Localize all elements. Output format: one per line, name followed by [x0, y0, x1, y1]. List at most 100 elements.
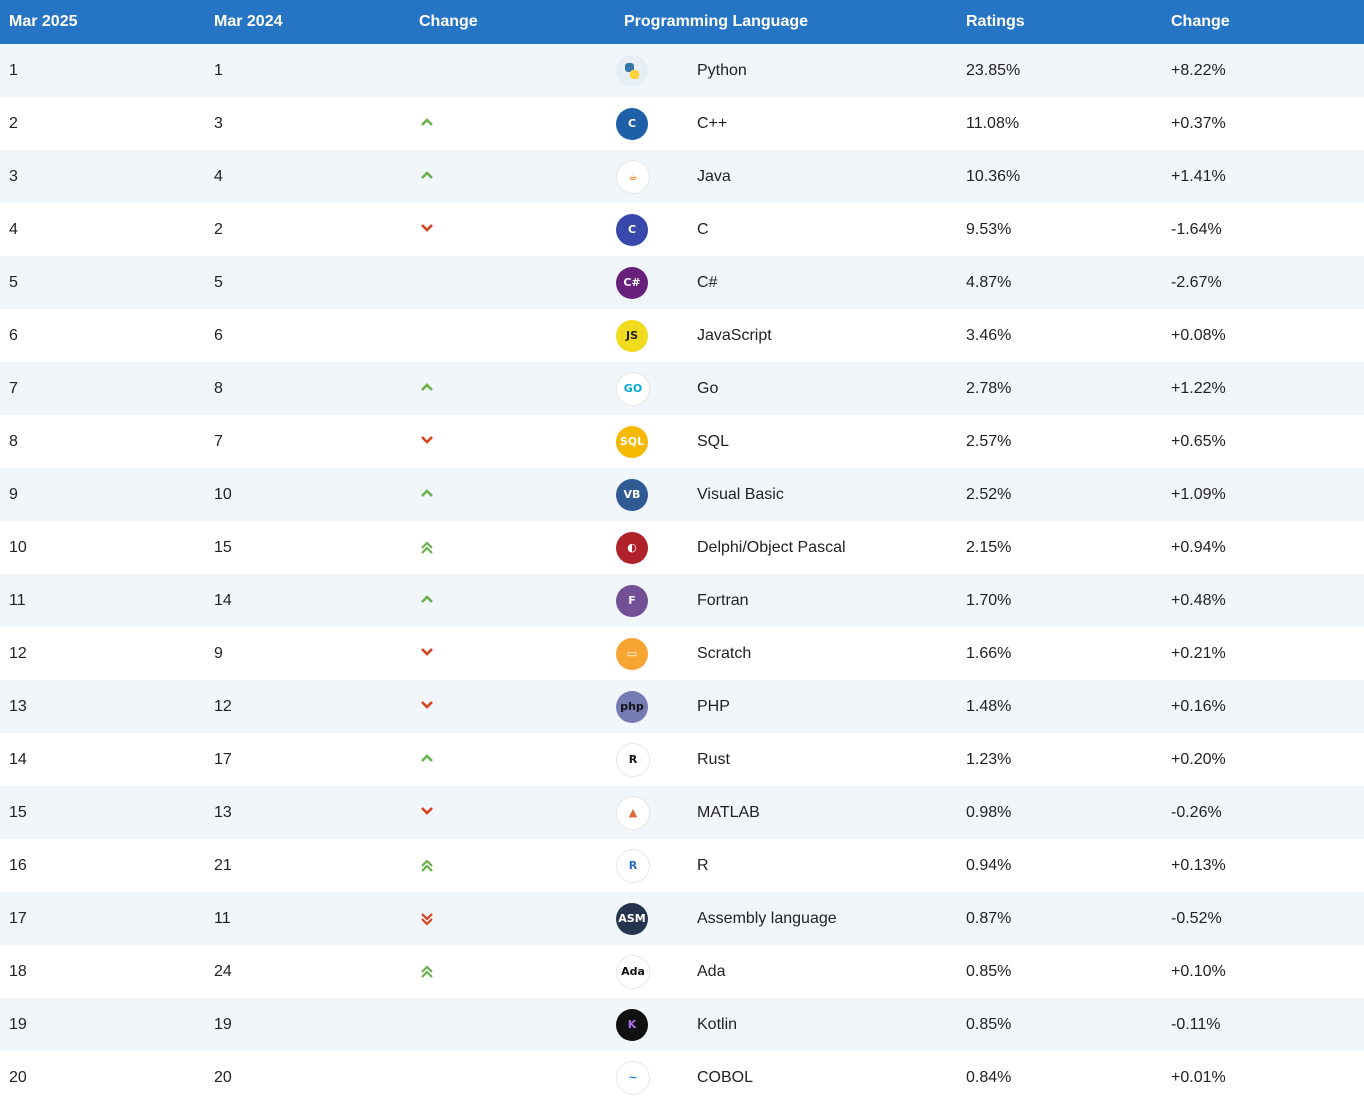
language-name[interactable]: SQL — [697, 432, 730, 450]
rank-2025: 17 — [9, 909, 27, 927]
rank-2024: 6 — [214, 326, 223, 344]
rating-value: 11.08% — [966, 114, 1020, 132]
language-name[interactable]: Python — [697, 61, 747, 79]
rank-2024: 4 — [214, 167, 223, 185]
language-name[interactable]: C++ — [697, 114, 728, 132]
rank-2025: 19 — [9, 1015, 27, 1033]
language-name[interactable]: Fortran — [697, 591, 749, 609]
col-header-ratings[interactable]: Ratings — [966, 13, 1025, 30]
rating-value: 3.46% — [966, 326, 1012, 344]
language-name[interactable]: C# — [697, 273, 718, 291]
rank-2025: 3 — [9, 167, 18, 185]
r-icon: R — [616, 848, 650, 883]
table-row: 4 2 C C 9.53% -1.64% — [0, 203, 1364, 256]
language-name[interactable]: JavaScript — [697, 326, 772, 344]
rank-change — [410, 468, 615, 521]
cpp-icon: C — [616, 107, 648, 140]
assembly-icon: ASM — [616, 902, 648, 935]
language-logo-cell: SQL — [615, 415, 697, 468]
table-row: 12 9 ▭ Scratch 1.66% +0.21% — [0, 627, 1364, 680]
rating-value: 9.53% — [966, 220, 1012, 238]
table-row: 6 6 JS JavaScript 3.46% +0.08% — [0, 309, 1364, 362]
rank-change — [410, 150, 615, 203]
rank-2025: 11 — [9, 591, 26, 609]
rank-change — [410, 733, 615, 786]
language-logo-cell: C# — [615, 256, 697, 309]
rating-value: 2.52% — [966, 485, 1012, 503]
rating-value: 2.57% — [966, 432, 1012, 450]
rank-2025: 6 — [9, 326, 18, 344]
rank-2025: 14 — [9, 750, 27, 768]
trend-double-down-icon — [420, 912, 436, 926]
table-body: 1 1 Python 23.85% +8.22% 2 3 C C++ 11.08% +0.37% 3 4… — [0, 44, 1364, 1104]
rank-2025: 1 — [9, 61, 18, 79]
rating-value: 0.84% — [966, 1068, 1012, 1086]
language-logo-cell: ▭ — [615, 627, 697, 680]
language-logo-cell: F — [615, 574, 697, 627]
rating-value: 0.85% — [966, 1015, 1012, 1033]
language-name[interactable]: MATLAB — [697, 803, 760, 821]
rank-2025: 20 — [9, 1068, 27, 1086]
rank-2025: 4 — [9, 220, 18, 238]
rank-2024: 14 — [214, 591, 232, 609]
language-name[interactable]: PHP — [697, 697, 730, 715]
table-row: 16 21 R R 0.94% +0.13% — [0, 839, 1364, 892]
rank-2024: 2 — [214, 220, 223, 238]
table-row: 17 11 ASM Assembly language 0.87% -0.52% — [0, 892, 1364, 945]
cobol-icon: ~ — [616, 1060, 650, 1095]
table-row: 20 20 ~ COBOL 0.84% +0.01% — [0, 1051, 1364, 1104]
col-header-change[interactable]: Change — [419, 13, 478, 30]
rating-value: 1.23% — [966, 750, 1012, 768]
rating-change: +0.37% — [1171, 114, 1226, 132]
trend-down-icon — [420, 647, 436, 661]
sql-icon: SQL — [616, 425, 648, 458]
table-row: 19 19 K Kotlin 0.85% -0.11% — [0, 998, 1364, 1051]
trend-up-icon — [420, 753, 436, 767]
language-logo-cell: C — [615, 97, 697, 150]
language-name[interactable]: COBOL — [697, 1068, 754, 1086]
python-icon — [616, 54, 648, 87]
language-logo-cell: ASM — [615, 892, 697, 945]
rating-change: +0.08% — [1171, 326, 1226, 344]
rank-change — [410, 415, 615, 468]
rank-2024: 1 — [214, 61, 223, 79]
trend-up-icon — [420, 117, 436, 131]
language-name[interactable]: Assembly language — [697, 909, 837, 927]
table-row: 18 24 Ada Ada 0.85% +0.10% — [0, 945, 1364, 998]
table-row: 2 3 C C++ 11.08% +0.37% — [0, 97, 1364, 150]
language-name[interactable]: Java — [697, 167, 731, 185]
rating-change: +0.13% — [1171, 856, 1226, 874]
language-name[interactable]: Delphi/Object Pascal — [697, 538, 846, 556]
language-name[interactable]: Ada — [697, 962, 726, 980]
language-name[interactable]: R — [697, 856, 709, 874]
col-header-mar2024[interactable]: Mar 2024 — [214, 13, 283, 30]
col-header-language[interactable]: Programming Language — [624, 13, 809, 30]
rating-change: +0.20% — [1171, 750, 1226, 768]
language-name[interactable]: Scratch — [697, 644, 752, 662]
language-name[interactable]: Rust — [697, 750, 730, 768]
col-header-mar2025[interactable]: Mar 2025 — [9, 13, 78, 30]
matlab-icon: ▲ — [616, 795, 650, 830]
rank-2024: 10 — [214, 485, 232, 503]
rating-change: +1.09% — [1171, 485, 1226, 503]
rating-value: 0.87% — [966, 909, 1012, 927]
rank-change — [410, 839, 615, 892]
col-header-change2[interactable]: Change — [1171, 13, 1230, 30]
rank-2025: 15 — [9, 803, 27, 821]
table-row: 11 14 F Fortran 1.70% +0.48% — [0, 574, 1364, 627]
language-name[interactable]: Visual Basic — [697, 485, 784, 503]
language-name[interactable]: Kotlin — [697, 1015, 738, 1033]
language-name[interactable]: C — [697, 220, 709, 238]
rank-2024: 11 — [214, 909, 231, 927]
rank-change — [410, 309, 615, 362]
rating-value: 10.36% — [966, 167, 1021, 185]
table-row: 13 12 php PHP 1.48% +0.16% — [0, 680, 1364, 733]
c-icon: C — [616, 213, 648, 246]
rank-change — [410, 203, 615, 256]
rating-value: 0.98% — [966, 803, 1012, 821]
language-logo-cell: JS — [615, 309, 697, 362]
rank-2024: 3 — [214, 114, 223, 132]
language-name[interactable]: Go — [697, 379, 719, 397]
rank-2025: 12 — [9, 644, 27, 662]
rating-change: -1.64% — [1171, 220, 1222, 238]
